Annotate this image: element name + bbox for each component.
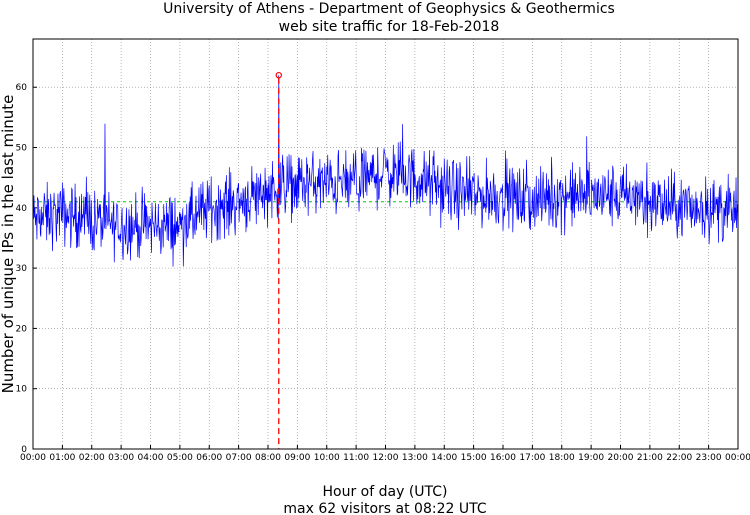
chart-subtitle: web site traffic for 18-Feb-2018 xyxy=(279,19,500,35)
x-tick-label: 05:00 xyxy=(167,453,193,463)
peak-caption: max 62 visitors at 08:22 UTC xyxy=(283,501,486,515)
x-tick-label: 08:00 xyxy=(255,453,281,463)
x-tick-label: 18:00 xyxy=(549,453,575,463)
grid-lines xyxy=(33,39,738,449)
x-tick-label: 20:00 xyxy=(608,453,634,463)
x-tick-label: 10:00 xyxy=(314,453,340,463)
x-tick-label: 00:00 xyxy=(20,453,46,463)
y-tick-label: 50 xyxy=(16,144,28,154)
x-tick-label: 23:00 xyxy=(696,453,722,463)
x-axis-label: Hour of day (UTC) xyxy=(323,484,448,500)
traffic-series-line xyxy=(32,75,739,267)
x-tick-label: 17:00 xyxy=(519,453,545,463)
x-tick-label: 22:00 xyxy=(666,453,692,463)
y-axis-label: Number of unique IPs in the last minute xyxy=(0,95,17,394)
y-tick-label: 40 xyxy=(16,204,28,214)
x-tick-label: 02:00 xyxy=(79,453,105,463)
x-tick-label: 04:00 xyxy=(138,453,164,463)
x-tick-label: 21:00 xyxy=(637,453,663,463)
y-tick-label: 60 xyxy=(16,83,28,93)
x-tick-label: 06:00 xyxy=(196,453,222,463)
peak-marker xyxy=(275,71,282,79)
chart-title: University of Athens - Department of Geo… xyxy=(163,1,615,17)
x-tick-label: 03:00 xyxy=(108,453,134,463)
y-tick-label: 0 xyxy=(21,445,27,455)
x-tick-label: 15:00 xyxy=(461,453,487,463)
y-tick-label: 20 xyxy=(16,324,28,334)
x-tick-label: 12:00 xyxy=(373,453,399,463)
x-tick-label: 19:00 xyxy=(578,453,604,463)
plot-frame xyxy=(32,38,739,450)
x-tick-label: 14:00 xyxy=(431,453,457,463)
y-tick-label: 30 xyxy=(16,264,28,274)
x-tick-label: 00:00 xyxy=(725,453,750,463)
x-tick-label: 07:00 xyxy=(226,453,252,463)
x-tick-label: 01:00 xyxy=(49,453,75,463)
x-tick-label: 11:00 xyxy=(343,453,369,463)
y-tick-label: 10 xyxy=(16,385,28,395)
x-tick-label: 13:00 xyxy=(402,453,428,463)
x-tick-label: 09:00 xyxy=(284,453,310,463)
x-tick-label: 16:00 xyxy=(490,453,516,463)
